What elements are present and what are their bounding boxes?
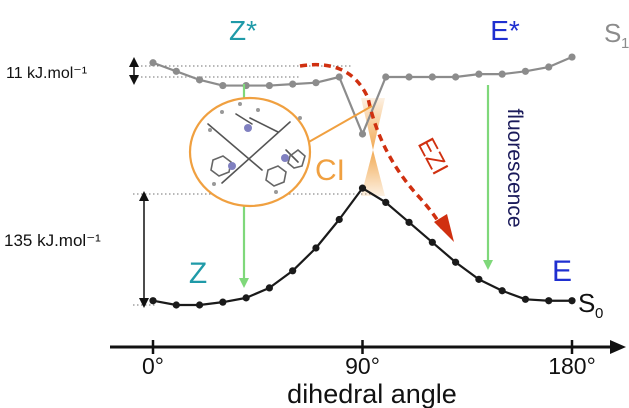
data-point-s0 (149, 297, 157, 305)
data-point-s1 (428, 73, 436, 81)
x-axis-arrowhead (610, 340, 626, 354)
data-point-s1 (149, 59, 157, 67)
data-point-s1 (312, 79, 320, 87)
data-point-s1 (382, 73, 390, 81)
conical-intersection (361, 98, 385, 196)
x-tick-label: 0° (142, 353, 164, 379)
x-tick-label: 90° (345, 353, 380, 379)
potential-curves (149, 53, 576, 309)
inset-connector-line (306, 105, 373, 144)
data-point-s0 (265, 284, 273, 292)
data-point-s0 (289, 267, 297, 275)
data-point-s1 (545, 63, 553, 71)
s1-label: S (604, 18, 621, 48)
data-point-s0 (172, 301, 180, 309)
data-point-s1 (498, 70, 506, 78)
data-point-s1 (289, 80, 297, 88)
data-point-s1 (568, 53, 576, 61)
data-point-s1 (172, 67, 180, 75)
data-point-s0 (335, 215, 343, 224)
data-point-s0 (405, 218, 413, 226)
s0-barrier-label: 135 kJ.mol⁻¹ (4, 231, 101, 250)
data-point-s1 (452, 73, 460, 81)
data-point-s0 (545, 297, 553, 305)
x-tick-label: 180° (548, 353, 596, 379)
data-point-s0 (452, 258, 460, 266)
data-point-s0 (242, 294, 250, 302)
x-axis-ticks: 0° 90° 180° (142, 340, 596, 379)
data-point-s1 (475, 70, 483, 78)
x-axis: 0° 90° 180° (110, 340, 626, 379)
s1-subscript: 1 (621, 35, 629, 52)
data-point-s1 (335, 73, 343, 81)
ci-label: CI (315, 154, 345, 187)
z-star-label: Z* (229, 15, 257, 46)
s0-label: S (578, 288, 595, 318)
molecule-structure-icon (207, 102, 306, 194)
reference-lines (133, 65, 372, 306)
data-point-s0 (521, 295, 530, 303)
e-label: E (552, 255, 572, 288)
x-axis-title: dihedral angle (287, 379, 457, 408)
data-point-s0 (428, 238, 436, 246)
ezi-arrowhead (434, 214, 454, 242)
ci-upper-cone (361, 98, 385, 150)
fluorescence-label: fluorescence (503, 108, 526, 227)
data-point-s0 (312, 244, 320, 252)
ezi-path (299, 62, 444, 229)
molecule-inset (188, 96, 373, 208)
data-point-s0 (195, 301, 204, 309)
data-point-s1 (405, 73, 413, 81)
ezi-label: EZI (412, 134, 453, 180)
data-point-s0 (498, 287, 506, 295)
data-point-s1 (219, 81, 227, 90)
data-point-s0 (382, 198, 390, 206)
data-point-s1 (265, 81, 273, 90)
data-point-s0 (475, 275, 483, 283)
ci-lower-cone (361, 150, 385, 196)
e-star-label: E* (490, 15, 520, 46)
data-point-s0 (219, 298, 227, 306)
inset-circle (188, 96, 312, 208)
z-label: Z (189, 257, 207, 290)
data-point-s1 (521, 67, 530, 75)
data-point-s0 (358, 184, 367, 192)
data-point-s1 (358, 130, 367, 138)
s1-barrier-label: 11 kJ.mol⁻¹ (6, 65, 87, 82)
s0-subscript: 0 (595, 305, 603, 322)
data-point-s0 (568, 297, 576, 305)
data-point-s1 (195, 76, 204, 84)
